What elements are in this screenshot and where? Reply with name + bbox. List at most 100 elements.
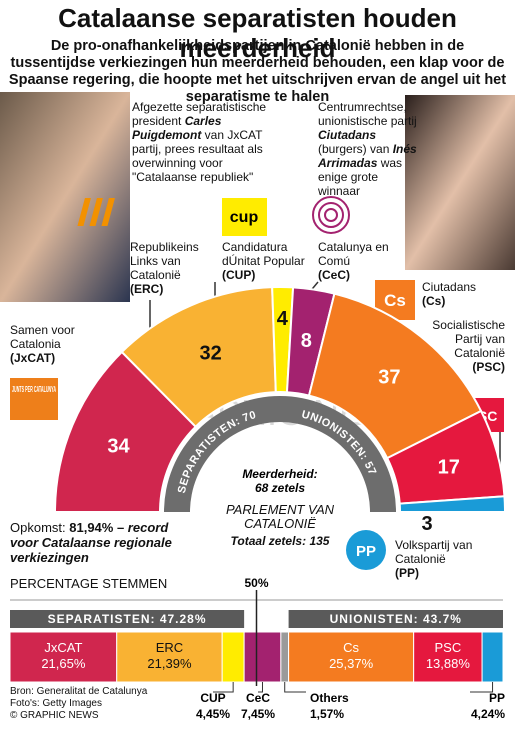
leader-line xyxy=(258,682,263,693)
turnout-value: 81,94% – xyxy=(69,520,125,535)
category-label: JxCAT xyxy=(44,640,82,655)
group-header xyxy=(10,610,245,628)
turnout-note: record voor Catalaanse regionale verkiez… xyxy=(10,520,172,565)
logo-pp xyxy=(346,530,386,570)
seat-count: 3 xyxy=(421,513,432,535)
party-name: Samen voor Catalonia xyxy=(10,323,75,351)
group-header xyxy=(288,610,503,628)
leader-line xyxy=(470,682,494,693)
party-name: Socialistische Partij van Catalonië xyxy=(432,318,505,360)
source-line: Foto's: Getty Images xyxy=(10,698,102,709)
party-label: Samen voor Catalonia (JxCAT) xyxy=(10,323,120,365)
logo-text: PP xyxy=(356,543,376,560)
category-label: PP xyxy=(489,691,505,705)
logo-cup xyxy=(222,198,267,236)
ring xyxy=(164,396,396,512)
vote-bar xyxy=(413,631,483,683)
vote-bar xyxy=(243,631,282,683)
seat-segment xyxy=(398,495,507,513)
seat-count: 37 xyxy=(378,366,400,388)
seat-count: 8 xyxy=(301,330,312,352)
value-label: 25,37% xyxy=(329,656,374,671)
value-label: 1,57% xyxy=(310,707,344,721)
party-code: (CUP) xyxy=(222,268,256,282)
note-text: was enige grote winnaar xyxy=(318,156,403,198)
value-label: 21,65% xyxy=(41,656,86,671)
party-label: Catalunya en Comú (CeC) xyxy=(318,240,408,282)
note-name: Inés Arrimadas xyxy=(318,142,417,170)
party-label: Socialistische Partij van Catalonië (PSC) xyxy=(405,318,505,374)
bar-title: PERCENTAGE STEMMEN xyxy=(10,576,168,591)
note-text: van JxCAT partij, prees resultaat als ov… xyxy=(132,128,263,184)
seat-count: 34 xyxy=(107,436,130,458)
group-label: UNIONISTEN: 43.7% xyxy=(330,612,462,626)
seat-count: 32 xyxy=(200,342,222,364)
note-party: Ciutadans xyxy=(318,128,377,142)
party-label: Ciutadans (Cs) xyxy=(422,280,512,308)
logo-jxcat xyxy=(10,378,58,420)
party-code: (ERC) xyxy=(130,282,164,296)
vote-bar xyxy=(280,631,290,683)
value-label: 4,45% xyxy=(196,707,230,721)
vote-bar xyxy=(221,631,245,683)
party-label: Candidatura dÚnitat Popular (CUP) xyxy=(222,240,317,282)
logo-text: Cs xyxy=(384,291,406,310)
category-label: ERC xyxy=(156,640,183,655)
logo-cec xyxy=(312,196,350,234)
turnout: Opkomst: 81,94% – record voor Catalaanse… xyxy=(10,520,180,565)
value-label: 21,39% xyxy=(147,656,192,671)
note-puigdemont: Afgezette separatistische president Carl… xyxy=(132,100,282,184)
note-name: Carles Puigdemont xyxy=(132,114,222,142)
category-label: Others xyxy=(310,691,349,705)
parliament-name: PARLEMENT VAN CATALONIË xyxy=(225,502,335,531)
group-label: SEPARATISTEN: 47.28% xyxy=(48,612,207,626)
value-label: 4,24% xyxy=(471,707,505,721)
party-code: (PP) xyxy=(395,566,419,580)
photo-puigdemont xyxy=(0,92,130,302)
party-label: Republikeins Links van Catalonië (ERC) xyxy=(130,240,222,296)
party-name: Republikeins Links van Catalonië xyxy=(130,240,199,282)
photo-arrimadas xyxy=(405,95,515,270)
seat-count: 17 xyxy=(438,457,460,479)
logo-erc xyxy=(77,198,115,226)
category-label: PSC xyxy=(435,640,462,655)
note-arrimadas: Centrumrechtse, unionistische partij Ciu… xyxy=(318,100,423,198)
party-name: Catalunya en Comú xyxy=(318,240,389,268)
source: Bron: Generalitat de Catalunya Foto's: G… xyxy=(10,686,147,722)
vote-bar xyxy=(481,631,504,683)
value-label: 7,45% xyxy=(241,707,275,721)
majority: Meerderheid: xyxy=(242,467,317,481)
party-name: Volkspartij van Catalonië xyxy=(395,538,473,566)
category-label: Cs xyxy=(343,640,359,655)
seat-count: 4 xyxy=(277,308,289,330)
leader-line xyxy=(284,682,306,693)
party-name: Candidatura dÚnitat Popular xyxy=(222,240,305,268)
vote-bar xyxy=(288,631,415,683)
category-label: CUP xyxy=(200,691,225,705)
marker-label: 50% xyxy=(244,576,268,590)
note-text: Centrumrechtse, unionistische partij xyxy=(318,100,417,128)
logo-text: JUNTS PER CATALUNYA xyxy=(12,385,56,394)
vote-bar xyxy=(9,631,118,683)
party-name: Ciutadans xyxy=(422,280,477,294)
source-line: © GRAPHIC NEWS xyxy=(10,710,99,721)
subtitle: De pro-onafhankelijkheidspartijen in Cat… xyxy=(8,38,507,105)
note-text: (burgers) van xyxy=(318,142,393,156)
turnout-label: Opkomst: xyxy=(10,520,70,535)
vote-bar xyxy=(116,631,223,683)
source-line: Bron: Generalitat de Catalunya xyxy=(10,686,148,697)
category-label: CeC xyxy=(246,691,270,705)
party-code: (PSC) xyxy=(472,360,505,374)
value-label: 13,88% xyxy=(426,656,471,671)
total-seats: Totaal zetels: 135 xyxy=(230,534,330,548)
party-code: (JxCAT) xyxy=(10,351,56,365)
majority: 68 zetels xyxy=(255,481,305,495)
party-code: (Cs) xyxy=(422,294,446,308)
note-text: Afgezette separatistische president xyxy=(132,100,267,128)
logo-text: cup xyxy=(230,209,259,226)
party-label: Volkspartij van Catalonië (PP) xyxy=(395,538,510,580)
title: Catalaanse separatisten houden meerderhe… xyxy=(58,3,457,63)
leader-line xyxy=(213,682,234,693)
